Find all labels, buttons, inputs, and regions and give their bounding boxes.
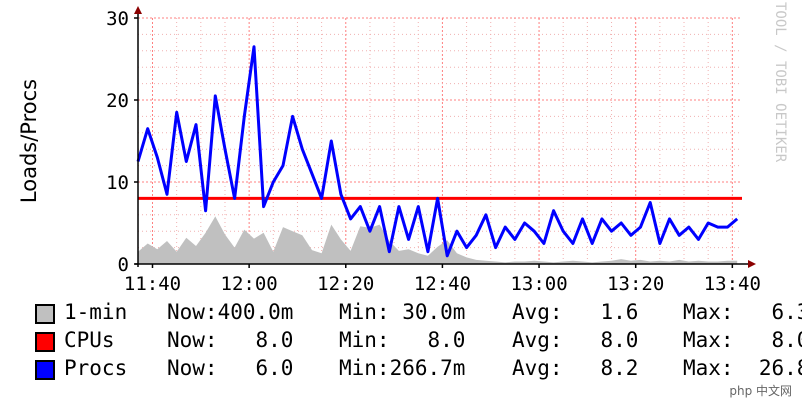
legend-swatch-1min <box>35 304 55 324</box>
plot-background <box>138 18 742 264</box>
y-axis-label: Loads/Procs <box>17 79 41 203</box>
series-line-procs <box>136 45 739 258</box>
y-tick-label: 10 <box>106 172 129 194</box>
legend-now-value: Now: 6.0 <box>167 356 294 380</box>
legend-min-value: Min: 30.0m <box>339 300 466 324</box>
legend-series-name: CPUs <box>64 328 115 352</box>
legend-avg-value: Avg: 1.6 <box>512 300 639 324</box>
x-axis-arrow <box>748 260 756 268</box>
legend-row-cpus: CPUs Now: 8.0 Min: 8.0 Avg: 8.0 Max: 8.0 <box>0 328 802 356</box>
axes <box>134 6 756 268</box>
x-tick-label: 13:00 <box>510 273 567 295</box>
y-tick-labels: 0 10 20 30 <box>106 8 129 276</box>
x-tick-label: 12:00 <box>221 273 278 295</box>
x-tick-label: 12:40 <box>414 273 471 295</box>
legend-swatch-procs <box>35 360 55 380</box>
legend-swatch-cpus <box>35 332 55 352</box>
legend-avg-value: Avg: 8.2 <box>512 356 639 380</box>
legend-series-name: Procs <box>64 356 128 380</box>
y-tick-label: 20 <box>106 90 129 112</box>
series-layer <box>136 45 742 264</box>
x-tick-label: 11:40 <box>124 273 181 295</box>
y-tick-label: 0 <box>118 254 129 276</box>
y-tick-label: 30 <box>106 8 129 30</box>
x-tick-label: 13:40 <box>704 273 761 295</box>
legend-max-value: Max: 26.8 <box>683 356 802 380</box>
x-tick-label: 12:20 <box>317 273 374 295</box>
y-axis-arrow <box>134 6 142 14</box>
series-area-1-min <box>138 216 738 264</box>
x-tick-labels: 11:40 12:00 12:20 12:40 13:00 13:20 13:40 <box>124 273 761 295</box>
legend-now-value: Now:400.0m <box>167 300 294 324</box>
legend-min-value: Min: 8.0 <box>339 328 466 352</box>
legend-max-value: Max: 8.0 <box>683 328 802 352</box>
legend-series-name: 1-min <box>64 300 128 324</box>
watermark: php 中文网 <box>725 381 796 400</box>
legend-max-value: Max: 6.3 <box>683 300 802 324</box>
legend: 1-min Now:400.0m Min: 30.0m Avg: 1.6 Max… <box>0 296 802 392</box>
legend-min-value: Min:266.7m <box>339 356 466 380</box>
side-credit-text: TOOL / TOBI OETIKER <box>772 2 788 163</box>
legend-avg-value: Avg: 8.0 <box>512 328 639 352</box>
x-tick-label: 13:20 <box>607 273 664 295</box>
legend-now-value: Now: 8.0 <box>167 328 294 352</box>
legend-row-procs: Procs Now: 6.0 Min:266.7m Avg: 8.2 Max: … <box>0 356 802 384</box>
legend-row-1min: 1-min Now:400.0m Min: 30.0m Avg: 1.6 Max… <box>0 300 802 328</box>
